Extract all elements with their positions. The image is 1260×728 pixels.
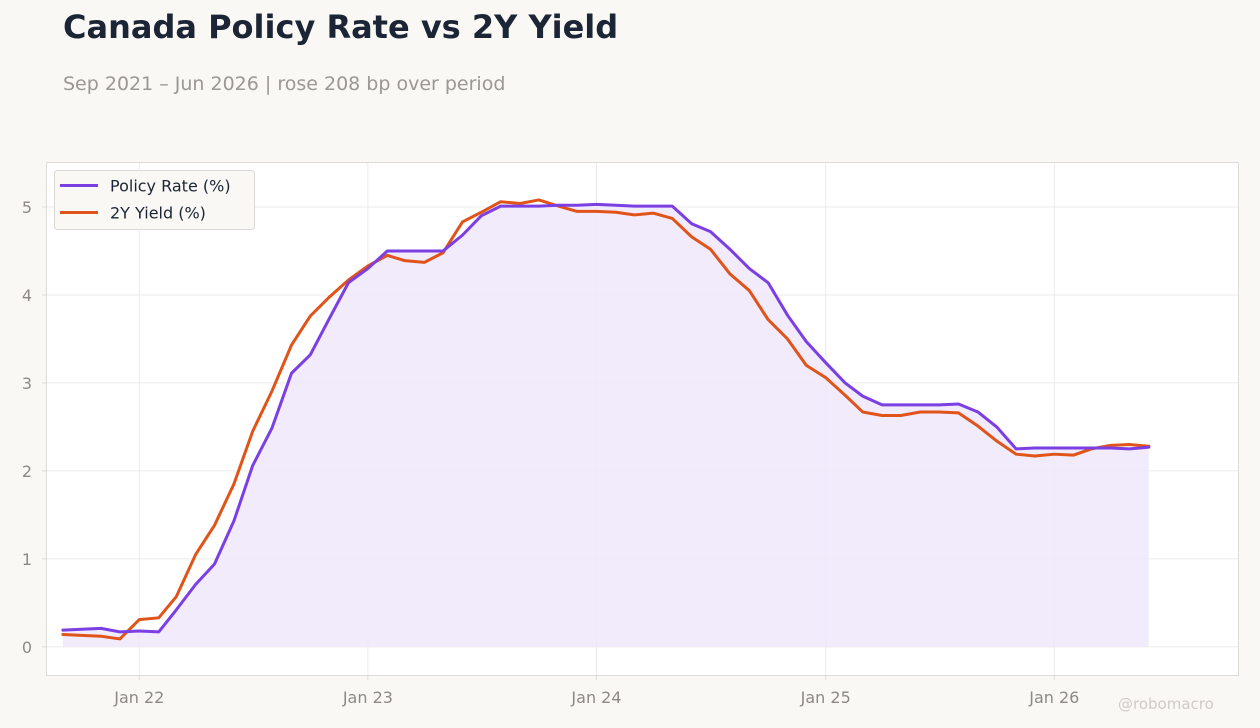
y-tick-label: 3 [22, 374, 32, 393]
legend-label-policy-rate: Policy Rate (%) [110, 177, 231, 196]
y-axis-ticks: 0 1 2 3 4 5 [22, 198, 47, 657]
legend-box [54, 170, 255, 230]
chart-title: Canada Policy Rate vs 2Y Yield [63, 8, 619, 46]
y-tick-label: 1 [22, 550, 32, 569]
watermark: @robomacro [1118, 695, 1214, 713]
y-tick-label: 0 [22, 638, 32, 657]
x-tick-label: Jan 22 [113, 688, 164, 707]
x-tick-label: Jan 26 [1028, 688, 1079, 707]
series-line-2y-yield [61, 198, 1151, 641]
y-tick-label: 4 [22, 286, 32, 305]
chart-subtitle: Sep 2021 – Jun 2026 | rose 208 bp over p… [63, 73, 506, 95]
y-tick-label: 5 [22, 198, 32, 217]
legend-label-2y-yield: 2Y Yield (%) [110, 204, 206, 223]
x-axis-ticks: Jan 22 Jan 23 Jan 24 Jan 25 Jan 26 [113, 675, 1079, 707]
series-line-policy-rate [61, 202, 1151, 634]
policy-rate-fill [62, 204, 1149, 647]
legend: Policy Rate (%) 2Y Yield (%) [54, 170, 255, 230]
y-tick-label: 2 [22, 462, 32, 481]
x-tick-label: Jan 24 [570, 688, 621, 707]
x-tick-label: Jan 25 [800, 688, 851, 707]
x-tick-label: Jan 23 [342, 688, 393, 707]
